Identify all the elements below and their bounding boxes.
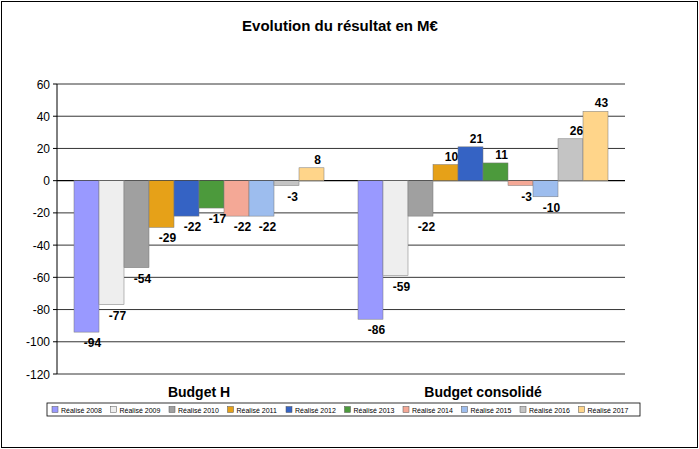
- category-label: Budget H: [168, 384, 230, 400]
- bars: [74, 111, 608, 332]
- bar: [458, 147, 483, 181]
- legend-swatch: [579, 407, 585, 413]
- bar: [99, 181, 124, 305]
- legend-label: Réalisé 2017: [588, 407, 629, 414]
- data-label: 10: [445, 150, 459, 164]
- legend-label: Réalisé 2011: [237, 407, 277, 414]
- legend-label: Réalisé 2010: [178, 407, 219, 414]
- tick-mark: [53, 309, 57, 310]
- tick-label: 0: [43, 174, 50, 188]
- bar: [533, 181, 558, 197]
- legend-label: Réalisé 2008: [61, 407, 102, 414]
- data-label: -22: [259, 220, 277, 234]
- bar: [124, 181, 149, 268]
- tick-mark: [53, 148, 57, 149]
- grid-line: [57, 84, 625, 85]
- legend-label: Réalisé 2016: [529, 407, 570, 414]
- bar: [383, 181, 408, 276]
- legend-swatch: [462, 407, 468, 413]
- tick-mark: [53, 277, 57, 278]
- data-label: -86: [368, 323, 386, 337]
- title: Evolution du résultat en M€: [242, 17, 439, 34]
- bar: [224, 181, 249, 216]
- legend-label: Réalisé 2009: [120, 407, 161, 414]
- bar: [508, 181, 533, 186]
- tick-label: -60: [33, 271, 51, 285]
- data-label: 8: [314, 153, 321, 167]
- legend-label: Réalisé 2015: [471, 407, 512, 414]
- legend-swatch: [228, 407, 234, 413]
- tick-label: 40: [37, 110, 51, 124]
- legend-swatch: [403, 407, 409, 413]
- bar: [249, 181, 274, 216]
- legend: [47, 403, 640, 416]
- bar: [358, 181, 383, 320]
- tick-mark: [53, 84, 57, 85]
- tick-label: -20: [33, 206, 51, 220]
- data-label: -10: [543, 201, 561, 215]
- data-labels: -94 -86 -77 -59 -54 -22 -29 10 -22 21 -17 11 -22 -3 -2…: [84, 96, 609, 350]
- data-label: -3: [287, 190, 298, 204]
- chart: Evolution du résultat en M€-120-100-80-6…: [0, 0, 699, 449]
- data-label: -22: [418, 220, 436, 234]
- legend-swatch: [169, 407, 175, 413]
- legend-swatch: [345, 407, 351, 413]
- tick-mark: [53, 116, 57, 117]
- data-label: -22: [234, 220, 252, 234]
- tick-mark: [53, 212, 57, 213]
- bar: [433, 165, 458, 181]
- tick-mark: [53, 245, 57, 246]
- tick-label: 60: [37, 78, 51, 92]
- data-label: -59: [393, 280, 411, 294]
- y-axis: [57, 84, 58, 374]
- tick-label: -40: [33, 239, 51, 253]
- bar: [149, 181, 174, 228]
- legend-swatch: [52, 407, 58, 413]
- legend-label: Réalisé 2013: [354, 407, 395, 414]
- data-label: 43: [595, 96, 609, 110]
- tick-mark: [53, 180, 57, 181]
- legend-swatch: [520, 407, 526, 413]
- data-label: 21: [470, 132, 484, 146]
- category-label: Budget consolidé: [424, 384, 542, 400]
- grid-line: [57, 374, 625, 375]
- bar: [558, 139, 583, 181]
- tick-mark: [53, 341, 57, 342]
- bar: [274, 181, 299, 186]
- bar: [74, 181, 99, 332]
- legend-label: Réalisé 2012: [295, 407, 336, 414]
- tick-label: 20: [37, 142, 51, 156]
- data-label: -94: [84, 336, 102, 350]
- data-label: -29: [159, 231, 177, 245]
- legend-swatch: [286, 407, 292, 413]
- legend-swatch: [111, 407, 117, 413]
- tick-label: -120: [26, 368, 50, 382]
- grid-line: [57, 341, 625, 342]
- legend-label: Réalisé 2014: [412, 407, 453, 414]
- bar: [408, 181, 433, 216]
- data-label: 11: [495, 148, 508, 162]
- tick-label: -100: [26, 335, 50, 349]
- data-label: -77: [109, 309, 127, 323]
- grid-line: [57, 309, 625, 310]
- data-label: 26: [570, 124, 584, 138]
- bar: [174, 181, 199, 216]
- grid-line: [57, 116, 625, 117]
- data-label: -54: [134, 272, 152, 286]
- bar: [483, 163, 508, 181]
- tick-mark: [53, 374, 57, 375]
- data-label: -22: [184, 220, 202, 234]
- bar: [583, 111, 608, 180]
- frame: [2, 2, 698, 448]
- tick-label: -80: [33, 303, 51, 317]
- bar: [199, 181, 224, 208]
- grid-line: [57, 148, 625, 149]
- data-label: -3: [521, 190, 532, 204]
- bar: [299, 168, 324, 181]
- data-label: -17: [209, 212, 227, 226]
